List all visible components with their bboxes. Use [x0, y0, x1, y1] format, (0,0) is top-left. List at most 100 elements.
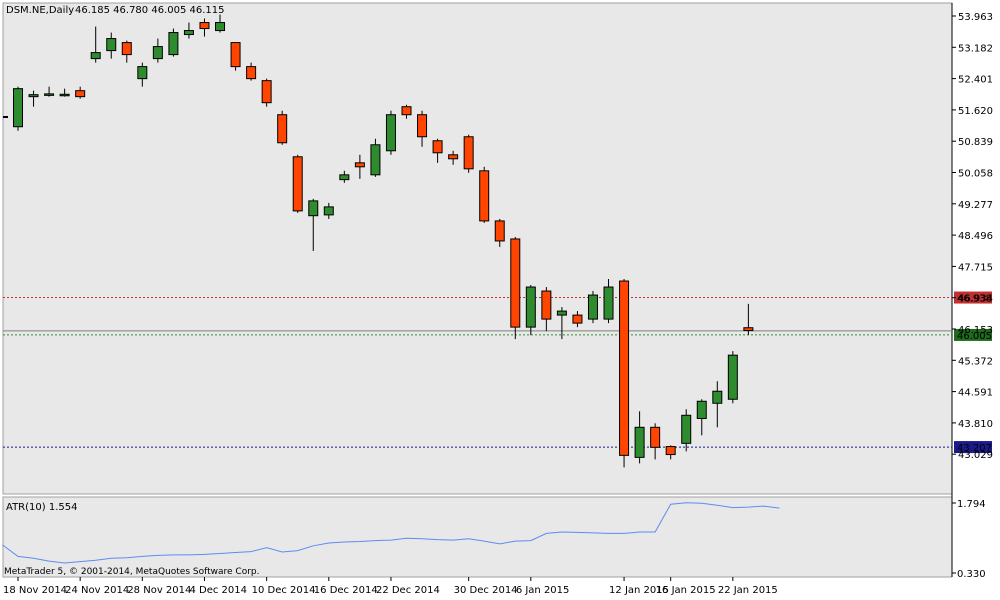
- candle-body: [572, 314, 583, 324]
- candle-body: [13, 88, 23, 128]
- candle: [59, 88, 70, 97]
- candle-body: [215, 22, 226, 32]
- candle-body: [603, 286, 614, 320]
- candle-body: [401, 106, 412, 116]
- candle-body: [743, 327, 754, 332]
- y-tick-label: 49.277: [958, 200, 993, 211]
- candle: [168, 28, 179, 57]
- candle: [323, 202, 334, 219]
- candle-body: [354, 162, 365, 168]
- candle: [603, 279, 614, 324]
- x-tick-label: 30 Dec 2014: [454, 585, 518, 596]
- atr-line: [2, 502, 780, 564]
- copyright-text: MetaTrader 5, © 2001-2014, MetaQuotes So…: [4, 567, 260, 577]
- candle-body: [696, 400, 707, 419]
- y-tick-label: 53.182: [958, 43, 993, 54]
- candle: [556, 307, 567, 340]
- candle-body: [479, 170, 490, 222]
- candle-body: [510, 238, 521, 328]
- candle: [44, 86, 55, 97]
- candle-body: [246, 66, 257, 80]
- y-tick-label: 44.591: [958, 388, 993, 399]
- candle-body: [634, 426, 645, 458]
- candle-body: [541, 290, 552, 320]
- candle: [230, 42, 241, 71]
- y-tick-label: 52.401: [958, 75, 993, 86]
- x-tick-label: 16 Dec 2014: [314, 585, 378, 596]
- y-tick-label: 47.715: [958, 262, 993, 273]
- candle: [541, 287, 552, 332]
- indicator-panel: [2, 496, 953, 578]
- candle-body: [681, 414, 692, 444]
- candle: [525, 285, 536, 336]
- main-chart-panel: [2, 2, 953, 495]
- candle-body: [339, 174, 350, 181]
- candle: [121, 40, 132, 63]
- candle-body: [665, 446, 676, 456]
- x-tick-label: 6 Jan 2015: [516, 585, 570, 596]
- candle: [106, 32, 117, 59]
- candle-body: [106, 38, 117, 52]
- x-tick-label: 22 Jan 2015: [718, 585, 778, 596]
- candle: [665, 445, 676, 460]
- y-tick-label: 53.963: [958, 12, 993, 23]
- candle: [696, 399, 707, 436]
- candle: [743, 303, 754, 335]
- y-tick-label: 51.620: [958, 106, 993, 117]
- candle: [634, 411, 645, 464]
- candle: [463, 134, 474, 173]
- candle: [385, 110, 396, 155]
- y-tick-label: 50.058: [958, 169, 993, 180]
- candle-body: [370, 144, 381, 176]
- candle-body: [650, 426, 661, 448]
- candle: [432, 138, 443, 163]
- candle-body: [75, 90, 86, 98]
- candle-body: [385, 114, 396, 152]
- candle-body: [556, 310, 567, 316]
- candle: [401, 104, 412, 119]
- candle-body: [417, 114, 428, 138]
- candle: [13, 86, 23, 131]
- candle-body: [183, 30, 194, 36]
- candle: [277, 110, 288, 145]
- candle-body: [59, 93, 70, 97]
- candle: [261, 78, 272, 107]
- x-tick-label: 28 Nov 2014: [127, 585, 191, 596]
- candle: [479, 166, 490, 223]
- candle: [137, 62, 148, 87]
- candle: [308, 198, 319, 251]
- candle-body: [727, 354, 738, 400]
- candle: [712, 381, 723, 428]
- candle-body: [308, 200, 319, 217]
- candle-body: [712, 390, 723, 404]
- x-tick-label: 22 Dec 2014: [376, 585, 440, 596]
- candle-body: [323, 206, 334, 216]
- x-tick-label: 12 Jan 2015: [609, 585, 669, 596]
- candle: [510, 236, 521, 340]
- candle: [28, 90, 39, 107]
- candle: [183, 22, 194, 39]
- candle: [339, 170, 350, 183]
- candle: [448, 150, 459, 165]
- symbol-label: DSM.NE,Daily: [6, 5, 74, 16]
- y-tick-label: 46.153: [958, 325, 993, 336]
- candle-body: [44, 93, 55, 96]
- y-tick-label: 46.934: [958, 294, 993, 305]
- candle-body: [261, 80, 272, 104]
- current-price-level-value: 46.005: [957, 331, 992, 342]
- candle-body: [121, 42, 132, 56]
- candle: [417, 110, 428, 147]
- candle: [90, 26, 101, 63]
- candle-body: [168, 32, 179, 56]
- candle: [215, 14, 226, 33]
- candle: [619, 279, 630, 468]
- candle-body: [525, 286, 536, 328]
- current-price-level-badge: [954, 328, 992, 341]
- resistance-level-value: 46.938: [957, 294, 992, 305]
- x-tick-label: 10 Dec 2014: [252, 585, 316, 596]
- candle: [199, 18, 210, 37]
- y-tick-label: 48.496: [958, 231, 993, 242]
- atr-scale-top: 1.794: [957, 499, 986, 510]
- candle-body: [494, 220, 505, 242]
- candle-body: [292, 156, 303, 212]
